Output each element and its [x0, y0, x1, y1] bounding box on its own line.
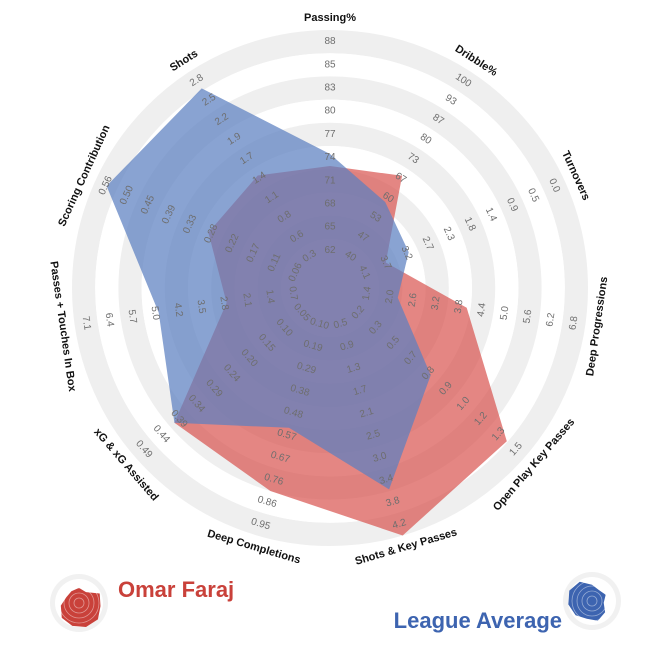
- legend-average: League Average: [394, 572, 621, 633]
- tick-label: 0.48: [282, 405, 304, 421]
- tick-label: 1.4: [263, 289, 276, 305]
- legend-player: Omar Faraj: [50, 574, 234, 632]
- tick-label: 3.5: [194, 299, 207, 315]
- tick-label: 2.8: [217, 296, 230, 312]
- tick-label: 6.8: [567, 315, 580, 331]
- legend-player-label: Omar Faraj: [118, 577, 234, 602]
- tick-label: 3.7: [377, 254, 393, 272]
- tick-label: 0.5: [525, 187, 541, 205]
- tick-label: 5.0: [499, 305, 512, 321]
- tick-label: 2.3: [441, 225, 457, 243]
- tick-label: 0.38: [289, 383, 311, 399]
- tick-label: 4.2: [172, 302, 185, 318]
- red-wedge-badge-icon: [50, 574, 108, 632]
- tick-label: 0.29: [295, 361, 317, 377]
- tick-label: 6.4: [103, 312, 116, 328]
- tick-label: 5.6: [522, 308, 535, 324]
- tick-label: 0.67: [269, 450, 291, 466]
- tick-label: 4.1: [356, 264, 372, 282]
- tick-label: 0.57: [276, 427, 298, 443]
- tick-label: 1.3: [345, 361, 362, 376]
- tick-label: 3.8: [453, 299, 466, 315]
- tick-label: 0.0: [546, 177, 562, 195]
- tick-label: 77: [324, 129, 336, 140]
- tick-label: 2.5: [365, 428, 382, 443]
- tick-label: 4.4: [476, 302, 489, 318]
- tick-label: 0.10: [309, 316, 331, 332]
- grid-ring: [95, 53, 565, 523]
- tick-label: 3.8: [385, 495, 402, 510]
- tick-label: 2.7: [420, 235, 436, 253]
- tick-label: 0.9: [339, 339, 356, 354]
- tick-label: 0.76: [263, 472, 285, 488]
- tick-label: 1.7: [352, 384, 369, 399]
- tick-label: 4.2: [391, 517, 408, 532]
- tick-label: 5.7: [126, 309, 139, 325]
- tick-label: 1.4: [361, 285, 374, 301]
- tick-label: 85: [324, 59, 336, 70]
- tick-label: 80: [324, 106, 336, 117]
- series-area-league-average: [106, 88, 431, 490]
- tick-label: 0.5: [332, 317, 349, 332]
- tick-label: 3.0: [372, 450, 389, 465]
- tick-label: 88: [324, 36, 336, 47]
- tick-label: 3.2: [430, 295, 443, 311]
- tick-label: 5.0: [149, 306, 162, 322]
- tick-label: 6.2: [544, 312, 557, 328]
- tick-label: 68: [324, 199, 336, 210]
- tick-label: 0.86: [256, 494, 278, 510]
- tick-label: 0.9: [504, 196, 520, 214]
- tick-label: 3.4: [378, 473, 395, 488]
- tick-label: 7.1: [80, 315, 93, 331]
- tick-label: 65: [324, 222, 336, 233]
- blue-wedge-badge-icon: [563, 572, 621, 630]
- legend-average-label: League Average: [394, 608, 562, 633]
- tick-label: 2.0: [384, 289, 397, 305]
- tick-label: 71: [324, 175, 336, 186]
- tick-label: 0.19: [302, 338, 324, 354]
- grid-ring: [72, 30, 588, 546]
- axis-label: Deep Progressions: [584, 276, 610, 377]
- tick-label: 3.2: [399, 244, 415, 262]
- tick-label: 1.4: [483, 206, 499, 224]
- tick-label: 62: [324, 245, 336, 256]
- tick-label: 2.6: [407, 292, 420, 308]
- tick-label: 2.1: [358, 406, 375, 421]
- tick-label: 74: [324, 152, 336, 163]
- tick-label: 0.95: [250, 516, 272, 532]
- axis-label: Passing%: [304, 12, 356, 24]
- tick-label: 1.8: [462, 216, 478, 234]
- series-layer: [106, 88, 507, 536]
- tick-label: 0.7: [286, 286, 299, 302]
- tick-label: 83: [324, 83, 336, 94]
- tick-label: 2.1: [240, 292, 253, 308]
